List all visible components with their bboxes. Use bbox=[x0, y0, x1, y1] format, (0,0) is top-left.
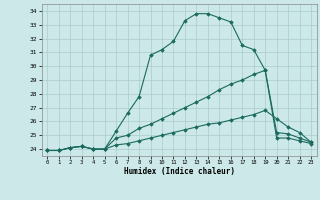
X-axis label: Humidex (Indice chaleur): Humidex (Indice chaleur) bbox=[124, 167, 235, 176]
